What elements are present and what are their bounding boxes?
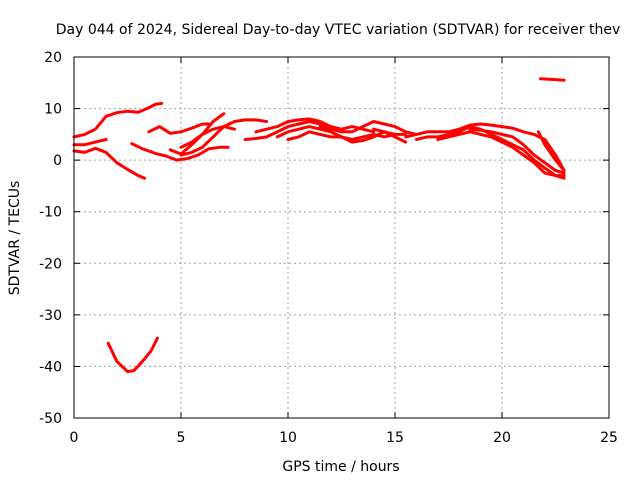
series-arc-21 [539, 77, 566, 82]
x-tick-label: 5 [177, 430, 186, 446]
x-axis-label: GPS time / hours [282, 459, 399, 475]
series-arc-9 [179, 125, 236, 149]
series-arc-5 [130, 142, 230, 162]
plot-frame [73, 56, 610, 419]
grid [74, 57, 609, 418]
y-tick-label: 0 [53, 153, 62, 169]
y-tick-label: 20 [44, 50, 62, 66]
x-tick-label: 20 [493, 430, 511, 446]
x-tick-labels: 0 5 10 15 20 25 [70, 430, 618, 446]
y-axis-label: SDTVAR / TECUs [7, 181, 23, 296]
series-arc-4 [106, 336, 159, 374]
series-arc-19 [468, 127, 566, 175]
y-tick-label: -50 [39, 411, 62, 427]
series-arc-3 [72, 138, 108, 147]
x-tick-label: 0 [70, 430, 79, 446]
series-arc-10 [243, 120, 333, 141]
series-arc-11 [254, 117, 376, 134]
series-arc-1 [72, 101, 164, 139]
y-tick-label: -30 [39, 308, 62, 324]
axis-ticks [73, 56, 610, 419]
y-tick-label: -40 [39, 359, 62, 375]
x-tick-label: 15 [386, 430, 404, 446]
x-tick-label: 10 [279, 430, 297, 446]
chart-title: Day 044 of 2024, Sidereal Day-to-day VTE… [56, 22, 620, 38]
y-tick-label: -20 [39, 256, 62, 272]
series-arc-15 [372, 127, 408, 136]
series-arc-6 [147, 122, 211, 135]
y-tick-label: 10 [44, 102, 62, 118]
series-group [72, 77, 566, 374]
series-arc-2 [72, 146, 147, 180]
series-arc-20 [536, 130, 566, 172]
series-arc-17 [414, 125, 566, 180]
series-arc-18 [436, 130, 566, 178]
x-tick-label: 25 [600, 430, 618, 446]
y-tick-labels: -50 -40 -30 -20 -10 0 10 20 [39, 50, 62, 427]
series-arc-14 [318, 120, 418, 136]
y-tick-label: -10 [39, 205, 62, 221]
